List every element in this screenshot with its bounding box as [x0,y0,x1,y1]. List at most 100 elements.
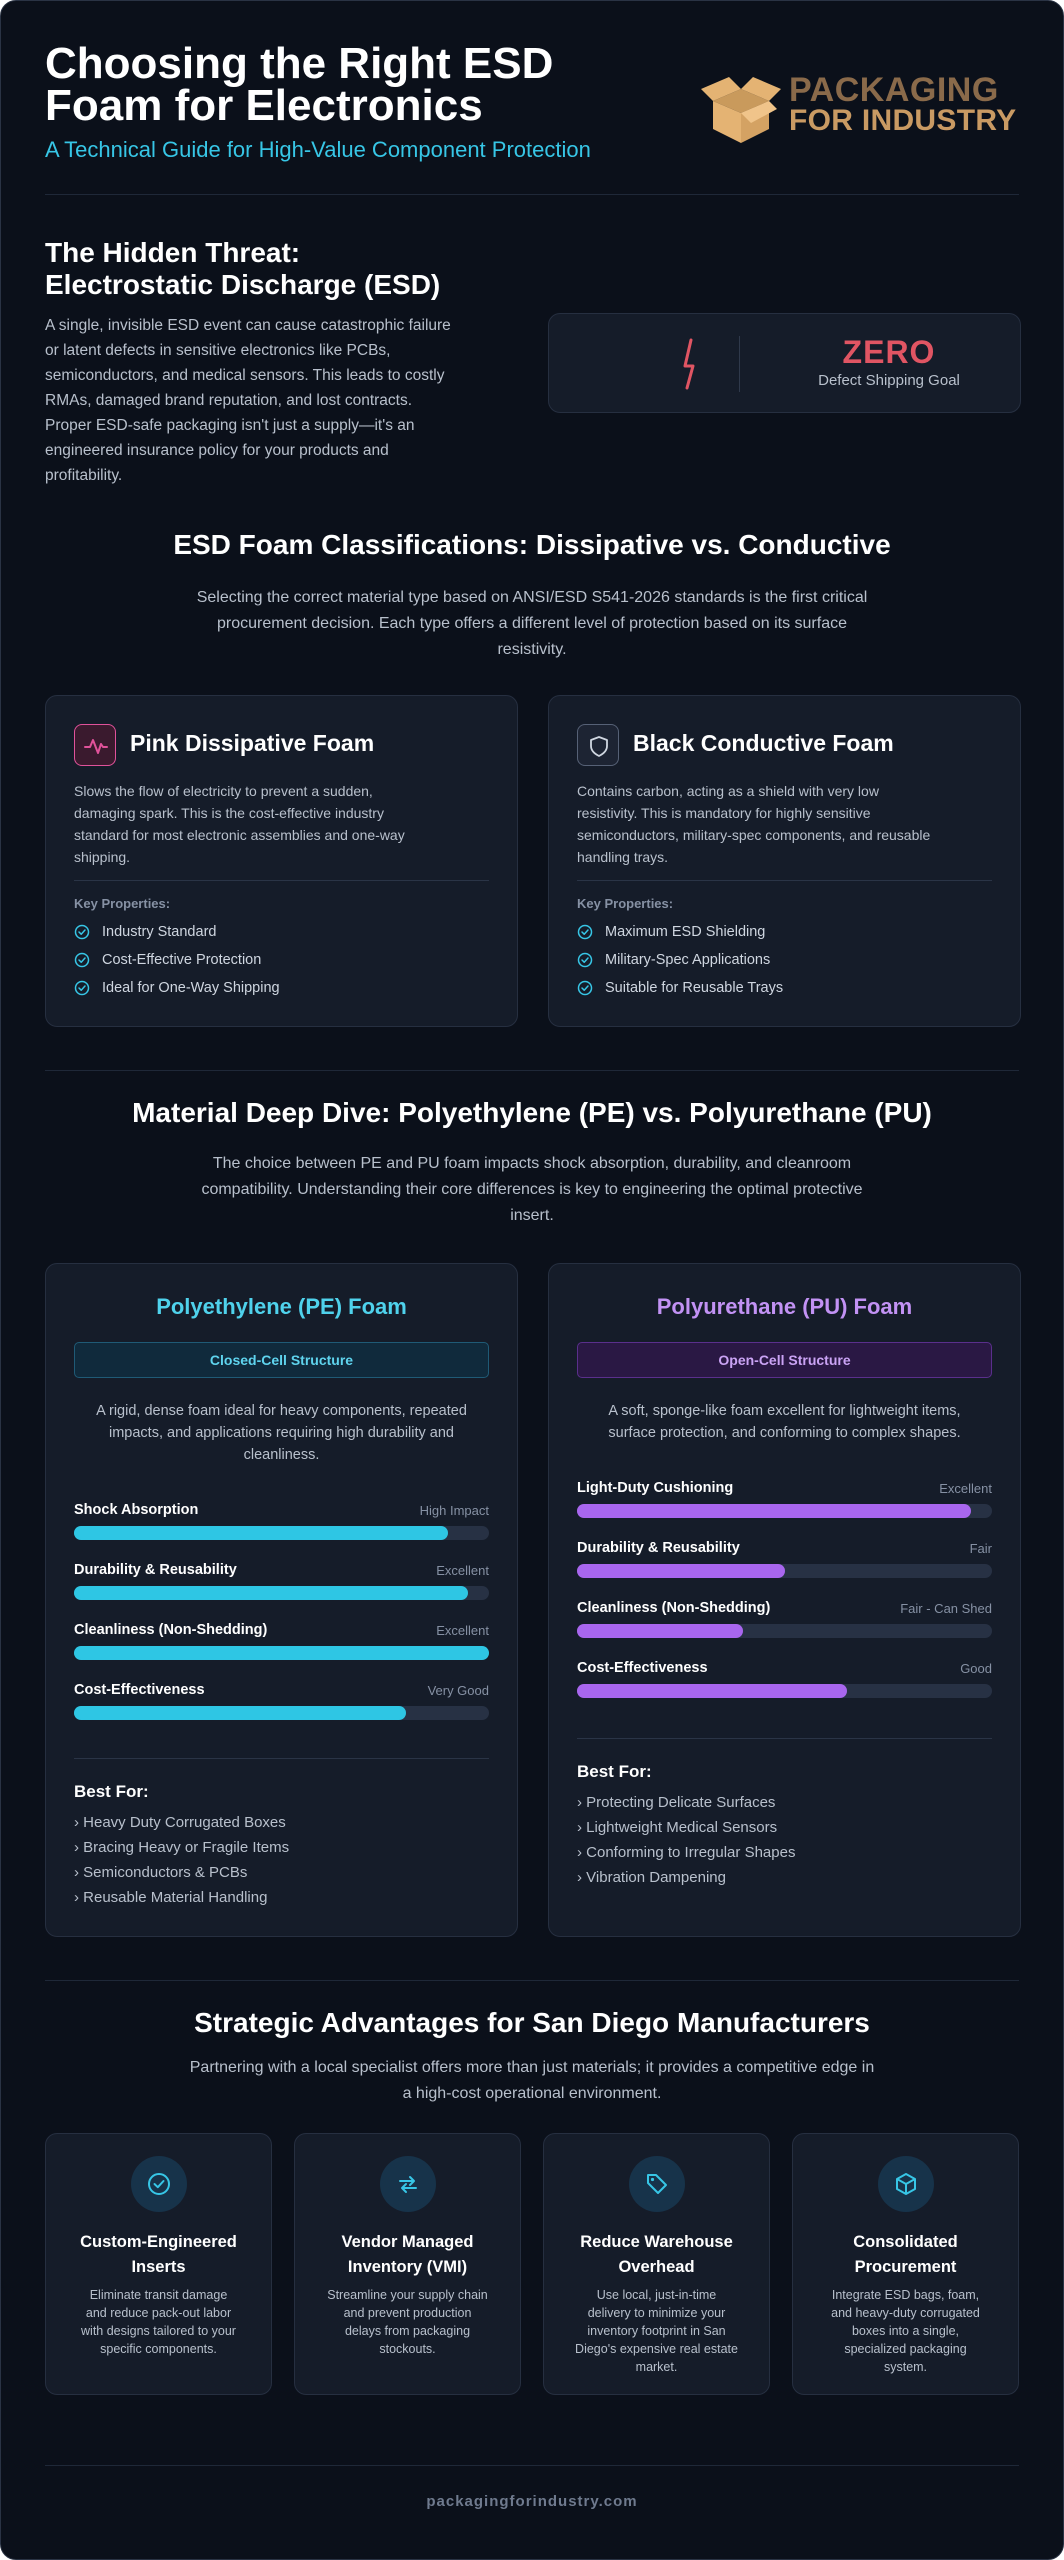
stat-label: Defect Shipping Goal [818,372,960,389]
metric-name: Shock Absorption [74,1502,199,1518]
desc-line: damaging spark. This is the cost-effecti… [74,805,384,821]
advantage-card: Vendor Managed Inventory (VMI) Streamlin… [294,2133,521,2395]
threat-body: A single, invisible ESD event can cause … [45,313,535,488]
desc-line: delivery to minimize your [587,2306,726,2320]
title-line: Overhead [618,2258,695,2276]
desc-line: specialized packaging [844,2342,967,2356]
advantage-description: Integrate ESD bags, foam, and heavy-duty… [811,2286,1000,2376]
desc-line: and heavy-duty corrugated [831,2306,980,2320]
tag-icon [647,2174,667,2194]
desc-line: impacts, and applications requiring high… [109,1425,454,1441]
best-for-item: › Semiconductors & PCBs [74,1864,248,1881]
check-circle-icon [577,980,593,996]
advantage-icon-circle [629,2156,685,2212]
metric-name: Durability & Reusability [577,1540,740,1556]
conductive-foam-card: Black Conductive Foam Contains carbon, a… [548,695,1021,1027]
metric-track [577,1624,992,1638]
divider [45,1980,1019,1981]
key-properties-list: Industry Standard Cost-Effective Protect… [74,918,280,1002]
threat-heading-line-1: The Hidden Threat: [45,237,301,268]
logo-line-2: FOR INDUSTRY [789,104,1017,137]
swap-arrows-icon [399,2176,417,2193]
shield-icon-box [577,724,619,766]
desc-line: system. [883,2360,928,2374]
threat-body-line: profitability. [45,467,123,484]
property-item: Ideal for One-Way Shipping [74,974,280,1002]
title-line: Reduce Warehouse [580,2233,733,2251]
intro-line: Selecting the correct material type base… [196,589,868,606]
metric-row: Light-Duty Cushioning Excellent [577,1480,992,1526]
metric-row: Durability & Reusability Excellent [74,1562,489,1608]
metric-rating: Excellent [939,1481,992,1496]
logo-line-1: PACKAGING [789,71,999,109]
check-circle-icon [577,952,593,968]
best-for-list: › Heavy Duty Corrugated Boxes › Bracing … [74,1810,289,1910]
desc-line: Integrate ESD bags, foam, [831,2288,980,2302]
property-item: Military-Spec Applications [577,946,783,974]
advantage-card: Consolidated Procurement Integrate ESD b… [792,2133,1019,2395]
metric-name: Cost-Effectiveness [74,1682,205,1698]
card-divider [577,880,992,881]
metric-track [577,1564,992,1578]
intro-line: compatibility. Understanding their core … [201,1181,863,1198]
desc-line: A soft, sponge-like foam excellent for l… [608,1403,961,1419]
desc-line: with designs tailored to your [81,2324,236,2338]
threat-body-line: A single, invisible ESD event can cause … [45,317,451,334]
metric-name: Cost-Effectiveness [577,1660,708,1676]
desc-line: stockouts. [379,2342,436,2356]
desc-line: boxes into a single, [851,2324,959,2338]
metric-name: Durability & Reusability [74,1562,237,1578]
title-line: Consolidated [853,2233,958,2251]
property-item: Cost-Effective Protection [74,946,280,974]
stat-divider [739,336,740,392]
materials-intro: The choice between PE and PU foam impact… [141,1151,923,1229]
desc-line: Contains carbon, acting as a shield with… [577,783,879,799]
best-for-title: Best For: [577,1762,652,1781]
check-circle-icon [577,924,593,940]
cube-icon [896,2173,916,2195]
threat-body-line: engineered insurance policy for your pro… [45,442,389,459]
pulse-icon-box [74,724,116,766]
threat-body-line: RMAs, damaged brand reputation, and lost… [45,392,413,409]
property-item: Maximum ESD Shielding [577,918,783,946]
desc-line: cleanliness. [243,1447,320,1463]
advantage-title: Reduce Warehouse Overhead [558,2230,755,2280]
card-divider [74,1758,489,1759]
best-for-item: › Bracing Heavy or Fragile Items [74,1839,290,1856]
metric-bar [577,1564,785,1578]
key-properties-label: Key Properties: [577,896,674,911]
desc-line: handling trays. [577,849,669,865]
best-for-item: › Reusable Material Handling [74,1889,268,1906]
property-label: Industry Standard [102,924,217,940]
metric-rating: Very Good [427,1683,489,1698]
footer-url: packagingforindustry.com [426,2493,638,2510]
check-circle-icon [74,924,90,940]
advantage-title: Custom-Engineered Inserts [60,2230,257,2280]
metric-rating: Excellent [436,1623,489,1638]
advantage-card: Reduce Warehouse Overhead Use local, jus… [543,2133,770,2395]
metric-track [74,1526,489,1540]
key-properties-label: Key Properties: [74,896,171,911]
desc-line: market. [635,2360,678,2374]
desc-line: surface protection, and conforming to co… [608,1425,961,1441]
metric-bar [74,1586,469,1600]
pulse-icon [84,739,108,754]
advantages-heading: Strategic Advantages for San Diego Manuf… [194,2007,870,2038]
desc-line: and reduce pack-out labor [85,2306,232,2320]
desc-line: shipping. [74,849,131,865]
card-title: Pink Dissipative Foam [130,730,375,756]
advantage-description: Eliminate transit damage and reduce pack… [64,2286,253,2358]
intro-line: The choice between PE and PU foam impact… [212,1155,852,1172]
check-circle-icon [148,2173,170,2195]
property-label: Cost-Effective Protection [102,952,262,968]
material-title: Polyurethane (PU) Foam [656,1294,913,1319]
metric-bar [577,1684,847,1698]
property-label: Maximum ESD Shielding [605,924,766,940]
pe-foam-card: Polyethylene (PE) Foam Closed-Cell Struc… [45,1263,518,1937]
threat-heading: The Hidden Threat: Electrostatic Dischar… [45,237,440,301]
desc-line: A rigid, dense foam ideal for heavy comp… [96,1403,467,1419]
material-description: A rigid, dense foam ideal for heavy comp… [86,1400,477,1466]
check-circle-icon [74,952,90,968]
card-description: Contains carbon, acting as a shield with… [577,780,992,868]
best-for-item: › Lightweight Medical Sensors [577,1819,778,1836]
